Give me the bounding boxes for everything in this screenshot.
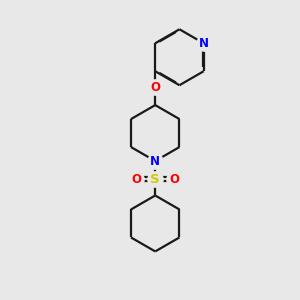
- Text: N: N: [199, 37, 209, 50]
- Text: N: N: [150, 154, 160, 167]
- Text: S: S: [150, 173, 160, 186]
- Text: O: O: [131, 173, 141, 186]
- Text: O: O: [169, 173, 179, 186]
- Text: O: O: [150, 81, 160, 94]
